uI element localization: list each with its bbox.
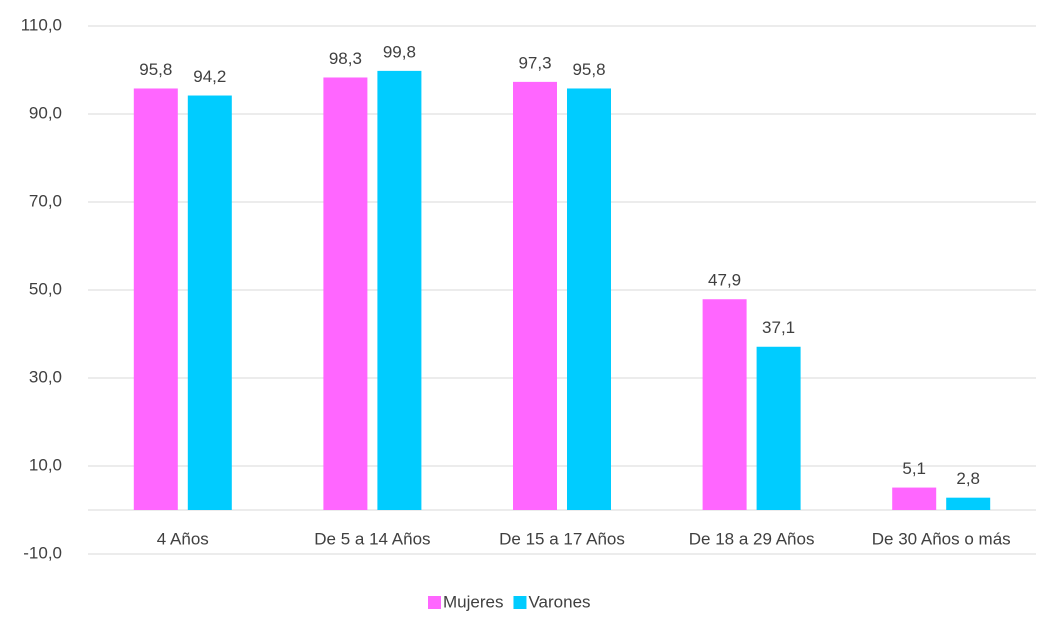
legend-swatch bbox=[513, 596, 527, 609]
y-tick-label: 70,0 bbox=[29, 191, 62, 210]
value-label: 47,9 bbox=[708, 271, 741, 290]
y-tick-label: 30,0 bbox=[29, 367, 62, 386]
value-label: 97,3 bbox=[518, 53, 551, 72]
value-label: 5,1 bbox=[902, 459, 926, 478]
value-label: 37,1 bbox=[762, 318, 795, 337]
bar bbox=[892, 487, 937, 510]
y-tick-label: 50,0 bbox=[29, 279, 62, 298]
value-label: 95,8 bbox=[139, 60, 172, 79]
bar bbox=[187, 95, 232, 511]
bar bbox=[946, 497, 991, 510]
x-tick-label: De 18 a 29 Años bbox=[689, 529, 815, 548]
bar bbox=[133, 88, 178, 510]
legend-swatch bbox=[428, 596, 441, 609]
bar bbox=[513, 81, 557, 510]
bar bbox=[567, 88, 611, 510]
bar bbox=[323, 77, 368, 510]
bar bbox=[756, 346, 801, 510]
y-tick-label: -10,0 bbox=[23, 543, 62, 562]
value-label: 95,8 bbox=[572, 60, 605, 79]
value-label: 99,8 bbox=[383, 42, 416, 61]
legend-label: Mujeres bbox=[443, 592, 503, 611]
y-tick-label: 110,0 bbox=[21, 15, 62, 34]
y-tick-label: 90,0 bbox=[29, 103, 62, 122]
value-label: 94,2 bbox=[193, 67, 226, 86]
legend-label: Varones bbox=[528, 592, 590, 611]
value-label: 98,3 bbox=[329, 49, 362, 68]
bar bbox=[377, 70, 422, 510]
x-tick-label: De 30 Años o más bbox=[872, 529, 1011, 548]
x-tick-label: De 15 a 17 Años bbox=[499, 529, 625, 548]
value-label: 2,8 bbox=[956, 469, 980, 488]
x-tick-label: 4 Años bbox=[157, 529, 209, 548]
bar bbox=[702, 299, 747, 510]
x-tick-label: De 5 a 14 Años bbox=[314, 529, 430, 548]
y-tick-label: 10,0 bbox=[29, 455, 62, 474]
